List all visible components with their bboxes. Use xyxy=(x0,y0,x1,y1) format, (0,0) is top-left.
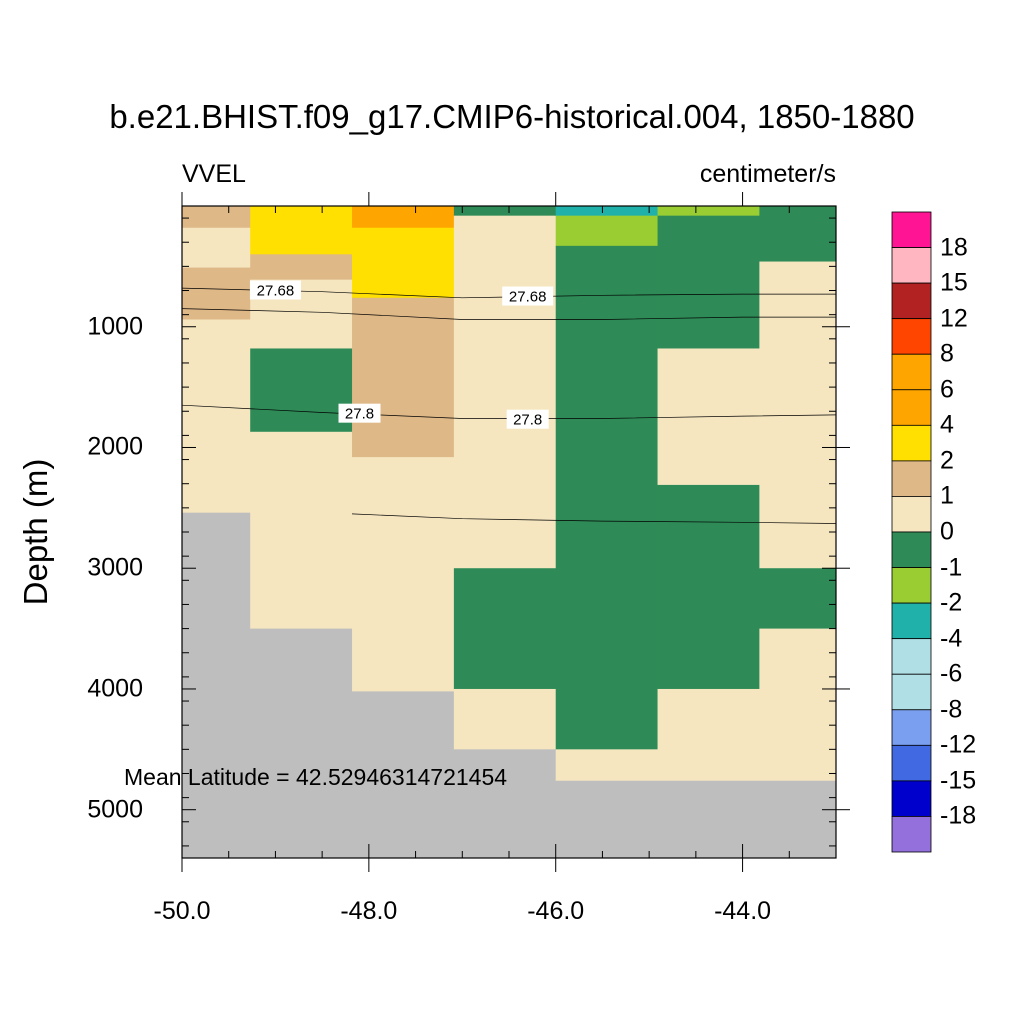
heatmap-cell xyxy=(352,457,455,692)
colorbar-box xyxy=(891,247,932,284)
colorbar-label: -15 xyxy=(940,766,977,795)
heatmap-cell xyxy=(182,227,251,269)
colorbar-box xyxy=(891,567,932,604)
plot-frame xyxy=(181,205,837,859)
colorbar-label: -8 xyxy=(940,695,963,724)
heatmap-cell xyxy=(759,568,837,630)
colorbar-box xyxy=(891,709,932,746)
variable-name-label: VVEL xyxy=(182,160,246,188)
colorbar-box xyxy=(891,744,932,782)
colorbar-box xyxy=(891,531,932,568)
colorbar-label: 0 xyxy=(940,517,954,546)
heatmap-cell xyxy=(657,484,760,690)
colorbar-label: -2 xyxy=(940,588,963,617)
heatmap-cell xyxy=(250,431,353,630)
x-tick-label: -50.0 xyxy=(153,897,211,925)
heatmap-cell xyxy=(657,206,760,217)
colorbar-label: -4 xyxy=(940,624,963,653)
contour-label: 27.68 xyxy=(509,289,547,306)
heatmap-cell xyxy=(555,206,659,217)
y-tick-label: 3000 xyxy=(87,553,143,582)
colorbar-label: 15 xyxy=(940,268,968,297)
heatmap-cell xyxy=(453,206,557,217)
colorbar xyxy=(891,211,932,853)
colorbar-box xyxy=(891,353,932,391)
contour-label: 27.8 xyxy=(513,412,542,429)
colorbar-label: 2 xyxy=(940,446,954,475)
y-tick-label: 4000 xyxy=(87,674,143,703)
contour-line xyxy=(351,513,837,524)
mean-latitude-annotation: Mean Latitude = 42.52946314721454 xyxy=(124,764,508,790)
heatmap-cell xyxy=(555,749,659,782)
heatmap-cell xyxy=(250,628,353,859)
colorbar-label: -12 xyxy=(940,730,977,759)
heatmap-cell xyxy=(555,780,659,859)
colorbar-box xyxy=(891,282,932,320)
chart-title: b.e21.BHIST.f09_g17.CMIP6-historical.004… xyxy=(109,98,915,135)
y-tick-label: 1000 xyxy=(87,312,143,341)
colorbar-label: 12 xyxy=(940,304,968,333)
heatmap-cell xyxy=(352,227,455,299)
heatmap-cell xyxy=(759,628,837,782)
heatmap-cell xyxy=(453,688,557,750)
heatmap-cell xyxy=(182,215,251,229)
heatmap-cell xyxy=(250,348,353,433)
colorbar-box xyxy=(891,211,932,248)
heatmap-cell xyxy=(352,691,455,859)
colorbar-box xyxy=(891,496,932,533)
colorbar-label: -18 xyxy=(940,801,977,830)
heatmap-cell xyxy=(182,512,251,859)
heatmap-cell xyxy=(759,780,837,859)
x-tick-label: -48.0 xyxy=(340,897,398,925)
heatmap-cell xyxy=(453,749,557,859)
y-tick-label: 5000 xyxy=(87,795,143,824)
colorbar-label: 4 xyxy=(940,410,954,439)
contour-label: 27.68 xyxy=(257,283,295,300)
colorbar-label: 6 xyxy=(940,375,954,404)
heatmap-cell xyxy=(352,206,455,229)
units-label: centimeter/s xyxy=(699,160,836,188)
colorbar-box xyxy=(891,460,932,497)
heatmap-cell xyxy=(453,568,557,690)
heatmap-cell xyxy=(182,319,251,514)
y-tick-label: 2000 xyxy=(87,432,143,461)
colorbar-box xyxy=(891,816,932,853)
heatmap-cell xyxy=(250,206,353,255)
contour-label-bg xyxy=(249,280,301,300)
colorbar-label: 1 xyxy=(940,481,954,510)
colorbar-box xyxy=(891,318,932,355)
colorbar-box xyxy=(891,673,932,711)
x-tick-label: -46.0 xyxy=(527,897,585,925)
heatmap-cell xyxy=(182,267,251,320)
heatmap-cells xyxy=(182,206,837,859)
contour-lines: 27.68 27.68 27.8 27.8 xyxy=(181,280,837,524)
heatmap-cell xyxy=(555,245,659,750)
contour-line xyxy=(181,308,836,320)
heatmap-cell xyxy=(453,215,557,569)
heatmap-cell xyxy=(182,206,251,217)
heatmap-cell xyxy=(352,297,455,458)
contour-label-bg xyxy=(338,403,381,423)
colorbar-label: -6 xyxy=(940,659,963,688)
heatmap-cell xyxy=(657,688,760,782)
colorbar-label: 18 xyxy=(940,233,968,262)
heatmap-cell xyxy=(657,780,760,859)
heatmap-cell xyxy=(759,206,837,263)
contour-label-bg xyxy=(506,409,549,429)
contour-label: 27.8 xyxy=(345,406,374,423)
contour-label-bg xyxy=(502,286,554,306)
x-tick-label: -44.0 xyxy=(714,897,772,925)
colorbar-box xyxy=(891,424,932,462)
colorbar-box xyxy=(891,638,932,675)
colorbar-label: 8 xyxy=(940,339,954,368)
colorbar-box xyxy=(891,780,932,817)
heatmap-cell xyxy=(657,215,760,349)
colorbar-box xyxy=(891,602,932,640)
axis-ticks xyxy=(181,192,850,872)
colorbar-label: -1 xyxy=(940,553,963,582)
heatmap-cell xyxy=(250,254,353,281)
heatmap-cell xyxy=(555,215,659,247)
colorbar-box xyxy=(891,389,932,426)
